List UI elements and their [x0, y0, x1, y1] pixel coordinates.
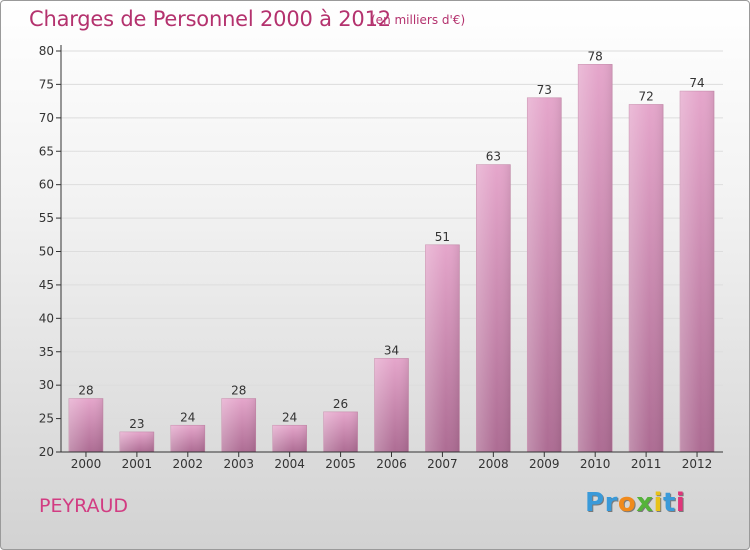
y-tick-label: 55 — [39, 211, 54, 225]
y-tick-label: 50 — [39, 245, 54, 259]
proxiti-logo: Proxiti — [585, 488, 685, 518]
data-label: 34 — [384, 343, 399, 357]
data-label: 24 — [180, 410, 195, 424]
bar-shading — [374, 358, 409, 452]
x-tick-label: 2003 — [223, 457, 254, 471]
x-tick-label: 2009 — [529, 457, 560, 471]
data-label: 78 — [588, 49, 603, 63]
bar-shading — [629, 104, 664, 452]
bar-shading — [476, 164, 511, 452]
y-tick-label: 75 — [39, 77, 54, 91]
data-label: 28 — [78, 384, 93, 398]
x-tick-label: 2000 — [71, 457, 102, 471]
y-tick-label: 30 — [39, 378, 54, 392]
y-tick-label: 70 — [39, 111, 54, 125]
bar-shading — [527, 97, 562, 453]
bar-shading — [221, 398, 256, 452]
bar-shading — [119, 431, 154, 452]
logo-letter: r — [604, 488, 618, 518]
data-label: 23 — [129, 417, 144, 431]
data-label: 74 — [689, 76, 704, 90]
y-tick-label: 80 — [39, 44, 54, 58]
location-label: PEYRAUD — [39, 495, 129, 517]
data-label: 72 — [638, 89, 653, 103]
bar-shading — [680, 91, 715, 452]
y-tick-label: 25 — [39, 412, 54, 426]
y-tick-label: 65 — [39, 144, 54, 158]
bar-shading — [68, 398, 103, 452]
y-tick-label: 20 — [39, 445, 54, 459]
bar-shading — [578, 64, 613, 452]
data-label: 24 — [282, 410, 297, 424]
x-tick-label: 2006 — [376, 457, 407, 471]
data-label: 28 — [231, 384, 246, 398]
y-tick-label: 60 — [39, 178, 54, 192]
x-tick-label: 2005 — [325, 457, 356, 471]
bar-shading — [425, 244, 460, 452]
x-tick-label: 2004 — [274, 457, 305, 471]
x-tick-label: 2001 — [122, 457, 153, 471]
logo-letter: i — [653, 488, 663, 518]
bar-shading — [323, 411, 358, 452]
x-tick-label: 2012 — [682, 457, 713, 471]
logo-letter: i — [675, 488, 686, 518]
data-label: 63 — [486, 150, 501, 164]
y-tick-label: 35 — [39, 345, 54, 359]
bar-shading — [170, 425, 205, 452]
x-tick-label: 2007 — [427, 457, 458, 471]
data-label: 26 — [333, 397, 348, 411]
logo-letter: x — [636, 488, 654, 518]
x-tick-label: 2002 — [173, 457, 204, 471]
chart-subtitle: (en milliers d'€) — [371, 13, 466, 27]
logo-letter: P — [585, 488, 605, 518]
y-tick-label: 40 — [39, 311, 54, 325]
data-label: 73 — [537, 83, 552, 97]
x-tick-label: 2011 — [631, 457, 662, 471]
x-tick-label: 2008 — [478, 457, 509, 471]
data-label: 51 — [435, 230, 450, 244]
logo-letter: o — [617, 488, 637, 518]
y-tick-label: 45 — [39, 278, 54, 292]
chart-title: Charges de Personnel 2000 à 2012 — [29, 7, 391, 31]
bar-shading — [272, 425, 307, 452]
x-tick-label: 2010 — [580, 457, 611, 471]
logo-letter: t — [662, 488, 676, 518]
